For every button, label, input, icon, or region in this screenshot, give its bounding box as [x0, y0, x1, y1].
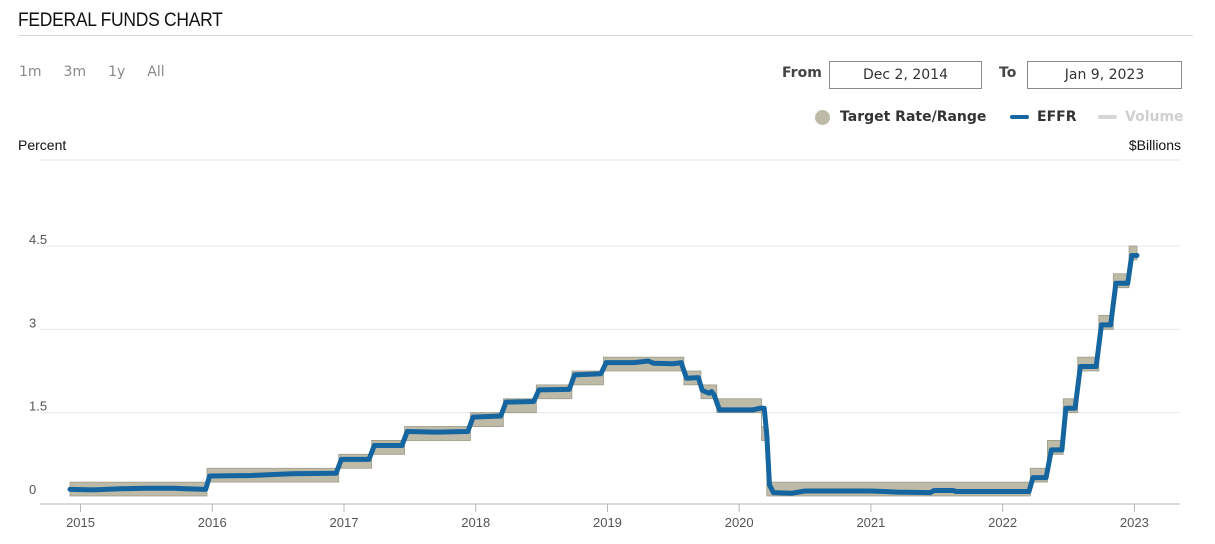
page-title: FEDERAL FUNDS CHART [18, 10, 223, 31]
to-label: To [999, 65, 1017, 81]
legend-target-rate[interactable]: Target Rate/Range [815, 109, 986, 125]
x-tick-label-2023: 2023 [1120, 515, 1149, 530]
legend-volume-label: Volume [1125, 109, 1184, 125]
right-axis-title: $Billions [1128, 137, 1181, 153]
x-tick-label-2022: 2022 [988, 515, 1017, 530]
x-tick-label-2020: 2020 [725, 515, 754, 530]
target-rate-dot-icon [815, 109, 830, 125]
to-date-field[interactable]: Jan 9, 2023 [1027, 61, 1182, 89]
legend-effr-label: EFFR [1037, 109, 1077, 125]
legend-target-label: Target Rate/Range [840, 109, 987, 125]
legend-effr[interactable]: EFFR [1010, 109, 1076, 125]
y-tick-label-0: 0 [29, 482, 36, 497]
effr-line-icon [1010, 115, 1029, 119]
x-tick-label-2015: 2015 [66, 515, 95, 530]
x-tick-label-2016: 2016 [198, 515, 227, 530]
y-tick-label-3: 3 [29, 315, 36, 330]
x-tick-label-2017: 2017 [330, 515, 359, 530]
y-tick-label-1.5: 1.5 [29, 399, 47, 414]
effr-line [67, 252, 1140, 496]
range-1y-button[interactable]: 1y [108, 64, 126, 80]
x-tick-label-2019: 2019 [593, 515, 622, 530]
x-tick-label-2021: 2021 [856, 515, 885, 530]
fed-funds-chart: 0 1.5 3 4.5 2015 2016 2017 2018 2019 2020 2021 2022… [29, 159, 1180, 530]
y-tick-label-4.5: 4.5 [29, 232, 47, 247]
x-tick-label-2018: 2018 [461, 515, 490, 530]
from-label: From [782, 65, 822, 81]
range-all-button[interactable]: All [147, 64, 165, 80]
title-divider [18, 35, 1193, 36]
range-3m-button[interactable]: 3m [63, 64, 87, 80]
range-1m-button[interactable]: 1m [19, 64, 42, 80]
from-date-field[interactable]: Dec 2, 2014 [829, 61, 982, 89]
legend-volume[interactable]: Volume [1098, 109, 1184, 125]
volume-line-icon [1098, 115, 1117, 119]
left-axis-title: Percent [18, 137, 67, 153]
range-button-group: 1m 3m 1y All [19, 64, 187, 80]
